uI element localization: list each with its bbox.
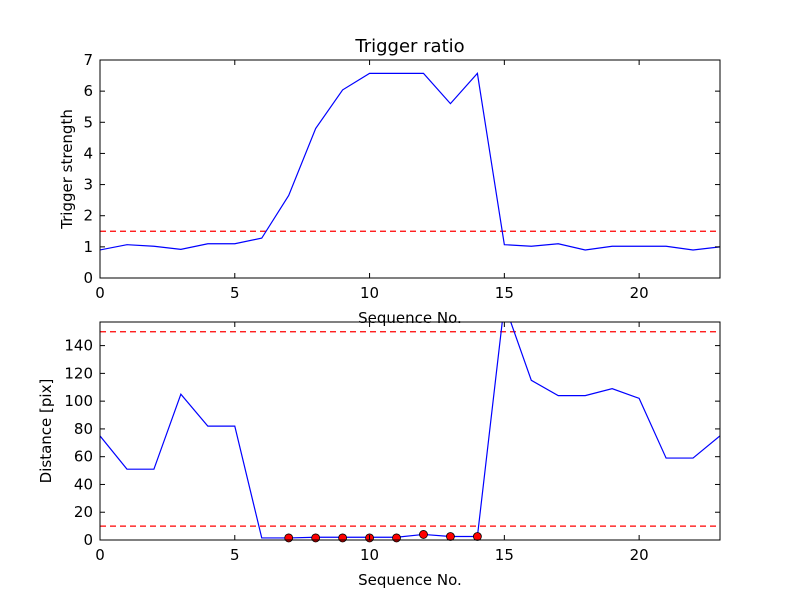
x-tick-label: 20 [630,546,649,564]
y-tick-label: 20 [74,503,93,521]
series-line [100,72,720,251]
x-tick-label: 15 [495,546,514,564]
series-line [100,322,720,539]
x-tick-label: 0 [95,284,105,302]
x-axis-label: Sequence No. [358,571,462,589]
y-tick-label: 60 [74,448,93,466]
data-point-marker [311,533,321,543]
y-tick-label: 40 [74,475,93,493]
data-point-marker [446,532,455,541]
y-tick-label: 7 [83,51,93,69]
plot-area [100,322,720,539]
y-tick-label: 140 [64,337,93,355]
y-tick-label: 3 [83,176,93,194]
y-tick-label: 1 [83,238,93,256]
x-axis-label: Sequence No. [358,309,462,327]
y-tick-label: 100 [64,392,93,410]
chart-title: Trigger ratio [354,36,464,57]
x-tick-label: 0 [95,546,105,564]
y-tick-label: 0 [83,531,93,549]
x-tick-label: 10 [360,284,379,302]
distance-panel: Sequence No. Distance [pix] 0 5 10 15 20 0 20 4… [37,321,721,589]
y-tick-label: 120 [64,364,93,382]
plot-area [100,72,720,251]
trigger-ratio-panel: Trigger ratio Sequence No. Trigger stren… [58,36,721,327]
y-tick-label: 80 [74,420,93,438]
data-point-marker [419,530,428,539]
data-point-marker [338,533,348,543]
y-tick-label: 4 [83,144,93,162]
x-tick-label: 20 [630,284,649,302]
data-point-marker [392,533,401,543]
data-point-marker [284,533,294,543]
y-tick-label: 6 [83,82,93,100]
x-tick-label: 5 [230,546,240,564]
y-tick-label: 0 [83,269,93,287]
y-tick-label: 2 [83,207,93,225]
data-point-marker [472,532,482,541]
x-tick-label: 5 [230,284,240,302]
y-tick-label: 5 [83,113,93,131]
axes-frame [99,321,721,541]
y-axis-label: Distance [pix] [37,379,55,484]
x-tick-label: 10 [360,546,379,564]
axes-frame [99,59,721,279]
y-axis-label: Trigger strength [58,109,76,230]
x-tick-label: 15 [495,284,514,302]
